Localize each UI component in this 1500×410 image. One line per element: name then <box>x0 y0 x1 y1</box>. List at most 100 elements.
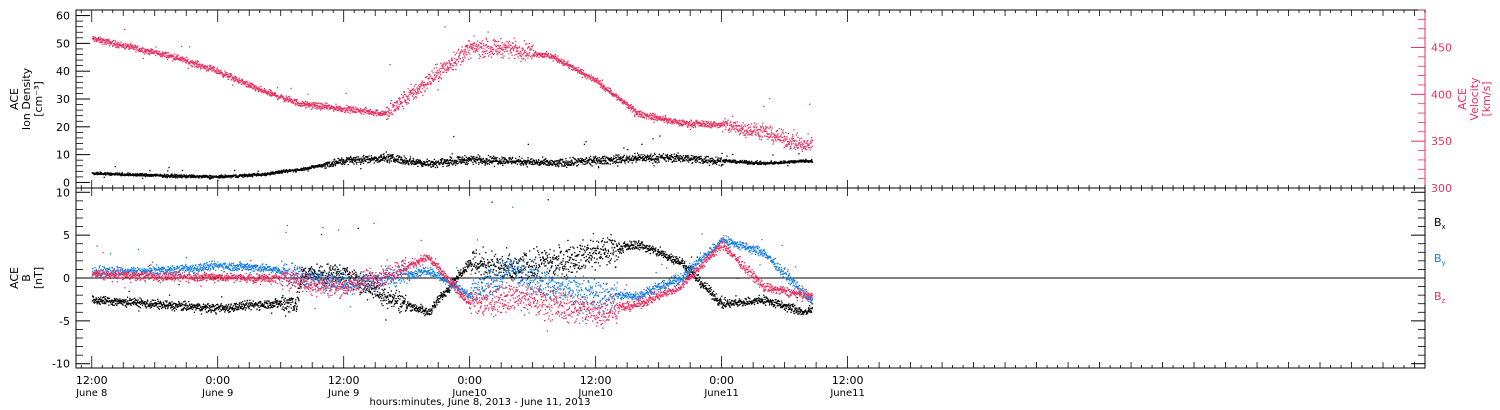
density-series-point <box>538 162 540 164</box>
velocity-series-point <box>125 44 127 47</box>
velocity-series-point <box>517 50 519 52</box>
density-series-point <box>429 164 431 166</box>
velocity-series-point <box>348 109 350 111</box>
velocity-series-point <box>526 54 528 56</box>
velocity-series-point <box>656 115 658 117</box>
velocity-series-point <box>397 107 400 110</box>
velocity-series-point <box>418 88 420 90</box>
density-series-point <box>519 163 521 165</box>
velocity-series-point <box>475 48 477 50</box>
density-series-point <box>585 163 587 165</box>
density-series-point <box>451 153 453 155</box>
density-series-point <box>95 173 98 175</box>
y-left-tick-label: 30 <box>56 93 70 106</box>
velocity-series-point <box>604 90 607 93</box>
velocity-series-point <box>679 119 681 121</box>
velocity-series-point <box>630 103 632 106</box>
velocity-series-point <box>409 92 411 94</box>
velocity-series-point <box>556 59 558 61</box>
velocity-series-point <box>478 57 481 60</box>
density-series-point <box>98 172 100 175</box>
density-series-point <box>521 161 524 163</box>
velocity-series-point <box>248 82 250 84</box>
density-series-point <box>622 159 624 162</box>
velocity-series-point <box>295 101 297 103</box>
velocity-series-point <box>662 119 665 122</box>
velocity-series-point <box>786 136 788 138</box>
density-series-point <box>612 162 614 165</box>
velocity-series-point <box>532 49 534 51</box>
velocity-series-point <box>773 140 775 142</box>
velocity-series-point <box>504 43 506 45</box>
density-series-point <box>181 177 183 179</box>
density-series-point <box>484 160 486 162</box>
density-series-point <box>401 162 403 164</box>
density-series-point <box>200 177 203 179</box>
density-series-point <box>489 160 492 162</box>
velocity-series-point <box>127 45 129 48</box>
density-series-point <box>590 159 593 162</box>
velocity-series-point <box>450 66 452 69</box>
velocity-series-point <box>253 86 255 88</box>
velocity-series-point <box>442 67 444 69</box>
velocity-series-point <box>349 106 351 108</box>
velocity-series-point <box>511 42 513 44</box>
velocity-series-point <box>582 70 585 72</box>
velocity-series-point <box>402 95 404 97</box>
velocity-series-point <box>808 144 810 147</box>
velocity-series-point <box>136 48 138 51</box>
density-series-point <box>465 159 467 161</box>
density-series-point <box>140 175 143 177</box>
density-series-point <box>211 176 214 178</box>
density-series-point <box>626 156 628 158</box>
velocity-series-point <box>534 54 536 56</box>
velocity-series-point <box>600 83 602 85</box>
density-series-point <box>99 171 102 174</box>
velocity-series-point <box>182 58 184 60</box>
velocity-series-point <box>232 78 234 81</box>
velocity-series-point <box>264 91 266 93</box>
velocity-series-point <box>267 92 269 94</box>
density-series-point <box>435 160 437 162</box>
velocity-series-point <box>110 41 112 43</box>
density-series-point <box>380 154 382 156</box>
velocity-series-point <box>550 54 553 56</box>
density-series-point <box>543 162 545 164</box>
velocity-series-point <box>664 115 667 117</box>
velocity-series-point <box>711 127 713 129</box>
density-series-point <box>622 155 625 158</box>
density-series-point <box>379 159 381 162</box>
velocity-series-point <box>269 94 271 97</box>
velocity-series-point <box>457 61 459 63</box>
density-series-point <box>459 160 461 162</box>
velocity-series-point <box>594 79 596 81</box>
density-series-point <box>372 159 374 161</box>
density-series-point <box>161 175 163 178</box>
velocity-series-point <box>645 115 647 117</box>
velocity-series-point <box>496 41 498 43</box>
density-series-point <box>441 162 443 164</box>
velocity-series-point <box>443 68 445 70</box>
velocity-series-point <box>671 120 673 122</box>
velocity-series-point <box>448 68 450 70</box>
velocity-series-point <box>728 131 730 134</box>
density-series-point <box>544 159 546 161</box>
velocity-series-point <box>299 102 301 104</box>
density-series-point <box>388 154 390 156</box>
velocity-series-point <box>320 103 322 105</box>
velocity-series-point <box>425 83 427 85</box>
density-series-point <box>585 141 587 143</box>
velocity-series-point <box>498 47 500 49</box>
velocity-series-point <box>294 104 296 106</box>
velocity-series-point <box>479 55 481 57</box>
velocity-series-point <box>209 65 211 67</box>
velocity-series-point <box>588 75 591 77</box>
density-series-point <box>516 161 518 163</box>
velocity-series-point <box>320 107 322 110</box>
density-series-point <box>430 161 432 163</box>
density-series-point <box>397 159 400 161</box>
velocity-series-point <box>195 66 197 68</box>
velocity-series-point <box>479 41 481 44</box>
density-series-point <box>652 154 654 157</box>
density-series-point <box>569 157 571 159</box>
